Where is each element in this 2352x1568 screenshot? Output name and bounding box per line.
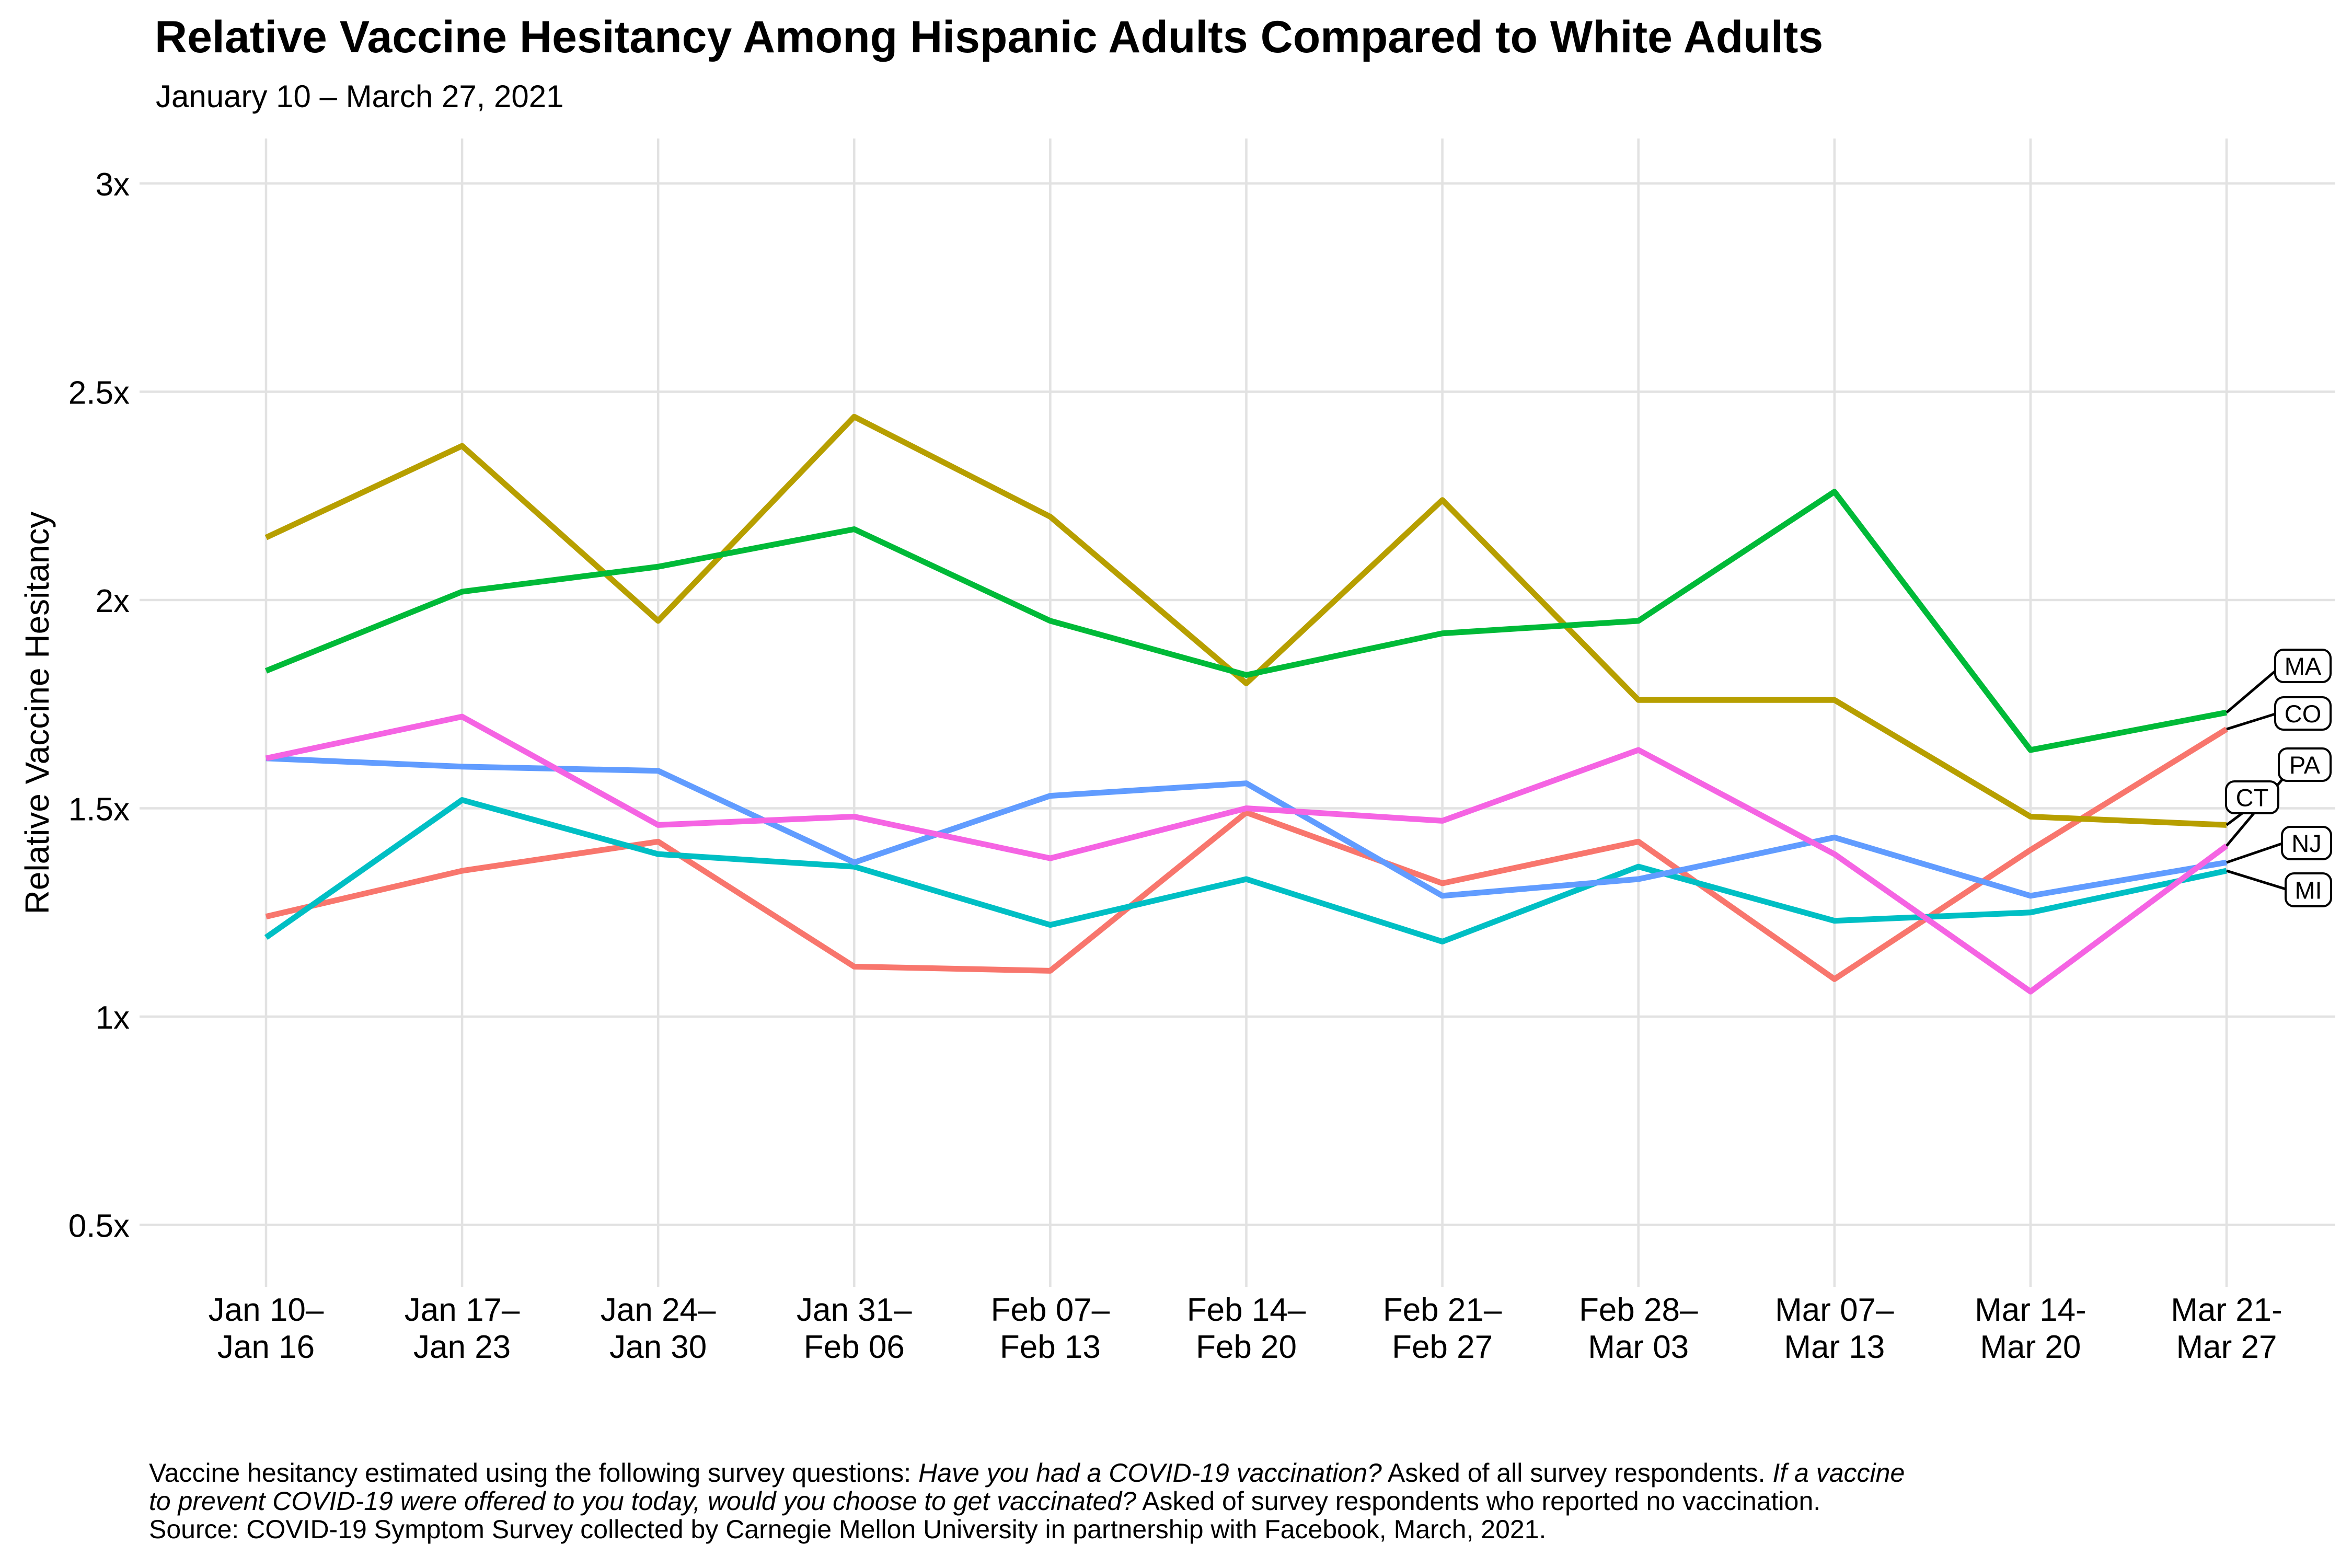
y-axis-tick-labels: 0.5x 1x 1.5x 2x 2.5x 3x (68, 167, 130, 1244)
footnote-line-3: Source: COVID-19 Symptom Survey collecte… (149, 1515, 2187, 1543)
y-tick-label-1.5x: 1.5x (68, 792, 130, 828)
end-label-text-NJ: NJ (2291, 829, 2321, 857)
y-tick-label-2.5x: 2.5x (68, 375, 130, 411)
series-line-MI (264, 797, 2228, 945)
end-label-boxes: MA CO PA CT NJ MI (2225, 649, 2332, 907)
x-tick-label-line1: Mar 07– (1775, 1292, 1894, 1328)
x-tick-label-line2: Feb 13 (1000, 1329, 1101, 1365)
x-axis-tick-labels: Jan 10–Jan 16 Jan 17–Jan 23 Jan 24–Jan 30 J… (209, 1292, 2282, 1365)
x-tick-label-line1: Jan 10– (209, 1292, 324, 1328)
end-label-box-MI (2285, 872, 2332, 907)
series-line-CO (265, 727, 2228, 982)
x-tick-label-line2: Mar 13 (1784, 1329, 1885, 1365)
y-tick-label-3x: 3x (96, 167, 130, 203)
x-tick-label-line1: Mar 14- (1975, 1292, 2086, 1328)
x-tick-label-line2: Mar 20 (1980, 1329, 2081, 1365)
end-label-text-PA: PA (2289, 751, 2321, 779)
x-tick-label-line2: Mar 27 (2176, 1329, 2277, 1365)
footnote-text-segment: Asked of all survey respondents. (1381, 1458, 1773, 1488)
x-tick-label-line1: Jan 24– (601, 1292, 716, 1328)
chart-subtitle: January 10 – March 27, 2021 (156, 79, 564, 114)
callout-line-MA (2226, 670, 2276, 714)
y-tick-label-2x: 2x (96, 583, 130, 619)
x-tick-label-line1: Jan 31– (797, 1292, 912, 1328)
footnote: Vaccine hesitancy estimated using the fo… (149, 1459, 2187, 1543)
x-tick-label-line1: Feb 28– (1579, 1292, 1698, 1328)
series-line-CT (264, 413, 2227, 828)
series-line-MA (264, 489, 2228, 753)
y-axis-title: Relative Vaccine Hesitancy (18, 512, 56, 915)
footnote-italic-segment: Have you had a COVID-19 vaccination? (918, 1458, 1382, 1488)
x-tick-label-line2: Feb 06 (804, 1329, 905, 1365)
series-line-NJ (266, 755, 2227, 899)
end-label-box-MA (2274, 649, 2332, 683)
end-label-text-CO: CO (2285, 700, 2322, 728)
callout-line-CT (2226, 812, 2243, 826)
end-label-box-CO (2274, 696, 2332, 731)
end-label-box-CT (2225, 780, 2279, 814)
x-tick-label-line2: Feb 27 (1392, 1329, 1493, 1365)
end-label-box-PA (2278, 747, 2332, 782)
callout-line-NJ (2226, 842, 2282, 864)
x-tick-label-line2: Jan 30 (609, 1329, 707, 1365)
callout-line-MI (2226, 869, 2286, 891)
x-tick-label-line1: Jan 17– (405, 1292, 520, 1328)
end-label-text-CT: CT (2236, 784, 2269, 812)
gridlines (140, 139, 2335, 1287)
end-label-text-MI: MI (2295, 877, 2322, 904)
footnote-italic-segment: to prevent COVID-19 were offered to you … (149, 1486, 1137, 1516)
y-tick-label-0.5x: 0.5x (68, 1208, 130, 1244)
footnote-line-1: Vaccine hesitancy estimated using the fo… (149, 1459, 2187, 1487)
x-tick-label-line1: Feb 14– (1187, 1292, 1306, 1328)
series-lines (264, 413, 2229, 995)
x-tick-label-line1: Feb 21– (1383, 1292, 1502, 1328)
end-label-box-NJ (2281, 826, 2332, 860)
footnote-line-2: to prevent COVID-19 were offered to you … (149, 1487, 2187, 1515)
x-tick-label-line2: Jan 16 (217, 1329, 315, 1365)
x-tick-label-line2: Feb 20 (1196, 1329, 1297, 1365)
chart-title: Relative Vaccine Hesitancy Among Hispani… (155, 12, 1824, 62)
end-label-text-MA: MA (2285, 652, 2322, 680)
footnote-text-segment: Source: COVID-19 Symptom Survey collecte… (149, 1515, 1547, 1544)
footnote-italic-segment: If a vaccine (1772, 1458, 1905, 1488)
x-tick-label-line1: Feb 07– (991, 1292, 1110, 1328)
x-tick-label-line2: Mar 03 (1588, 1329, 1689, 1365)
footnote-text-segment: Vaccine hesitancy estimated using the fo… (149, 1458, 919, 1488)
y-tick-label-1x: 1x (96, 1000, 130, 1036)
callout-line-CO (2226, 712, 2276, 731)
x-tick-label-line2: Jan 23 (413, 1329, 511, 1365)
x-tick-label-line1: Mar 21- (2171, 1292, 2282, 1328)
footnote-text-segment: Asked of survey respondents who reported… (1136, 1486, 1821, 1516)
series-line-PA (265, 713, 2229, 995)
